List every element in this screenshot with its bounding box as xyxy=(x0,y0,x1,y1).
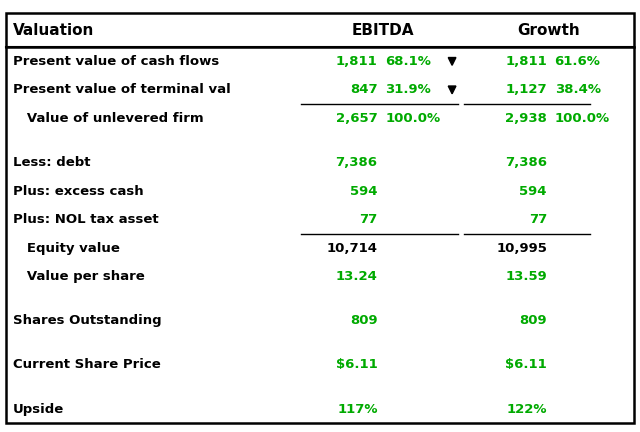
Text: 13.24: 13.24 xyxy=(336,270,378,283)
Text: 10,995: 10,995 xyxy=(496,241,547,254)
Text: 61.6%: 61.6% xyxy=(555,55,600,68)
Text: 10,714: 10,714 xyxy=(326,241,378,254)
Text: 100.0%: 100.0% xyxy=(555,112,610,125)
Text: 809: 809 xyxy=(519,314,547,327)
Text: 7,386: 7,386 xyxy=(505,156,547,169)
Text: 7,386: 7,386 xyxy=(335,156,378,169)
Text: 100.0%: 100.0% xyxy=(385,112,440,125)
Text: Present value of cash flows: Present value of cash flows xyxy=(13,55,219,68)
Text: 2,938: 2,938 xyxy=(505,112,547,125)
Text: Less: debt: Less: debt xyxy=(13,156,90,169)
Polygon shape xyxy=(448,86,456,94)
Polygon shape xyxy=(448,57,456,65)
Text: 1,811: 1,811 xyxy=(336,55,378,68)
Text: 809: 809 xyxy=(350,314,378,327)
Text: Value of unlevered firm: Value of unlevered firm xyxy=(13,112,204,125)
Text: Plus: excess cash: Plus: excess cash xyxy=(13,184,143,197)
Text: 31.9%: 31.9% xyxy=(385,83,431,96)
Text: 594: 594 xyxy=(520,184,547,197)
Text: 1,811: 1,811 xyxy=(505,55,547,68)
Text: Present value of terminal val: Present value of terminal val xyxy=(13,83,230,96)
Text: Current Share Price: Current Share Price xyxy=(13,359,161,372)
Text: Growth: Growth xyxy=(518,22,580,38)
Text: 122%: 122% xyxy=(506,403,547,416)
Text: EBITDA: EBITDA xyxy=(351,22,414,38)
Text: Shares Outstanding: Shares Outstanding xyxy=(13,314,161,327)
Text: 594: 594 xyxy=(350,184,378,197)
Text: 13.59: 13.59 xyxy=(505,270,547,283)
Text: Value per share: Value per share xyxy=(13,270,145,283)
Text: 77: 77 xyxy=(359,213,378,226)
Text: 38.4%: 38.4% xyxy=(555,83,600,96)
Text: $6.11: $6.11 xyxy=(336,359,378,372)
Text: Plus: NOL tax asset: Plus: NOL tax asset xyxy=(13,213,159,226)
Text: 68.1%: 68.1% xyxy=(385,55,431,68)
Text: 117%: 117% xyxy=(337,403,378,416)
Text: 77: 77 xyxy=(529,213,547,226)
Text: 847: 847 xyxy=(350,83,378,96)
Text: 1,127: 1,127 xyxy=(506,83,547,96)
Text: 2,657: 2,657 xyxy=(336,112,378,125)
Text: Upside: Upside xyxy=(13,403,64,416)
Text: $6.11: $6.11 xyxy=(505,359,547,372)
Text: Valuation: Valuation xyxy=(13,22,94,38)
Text: Equity value: Equity value xyxy=(13,241,120,254)
